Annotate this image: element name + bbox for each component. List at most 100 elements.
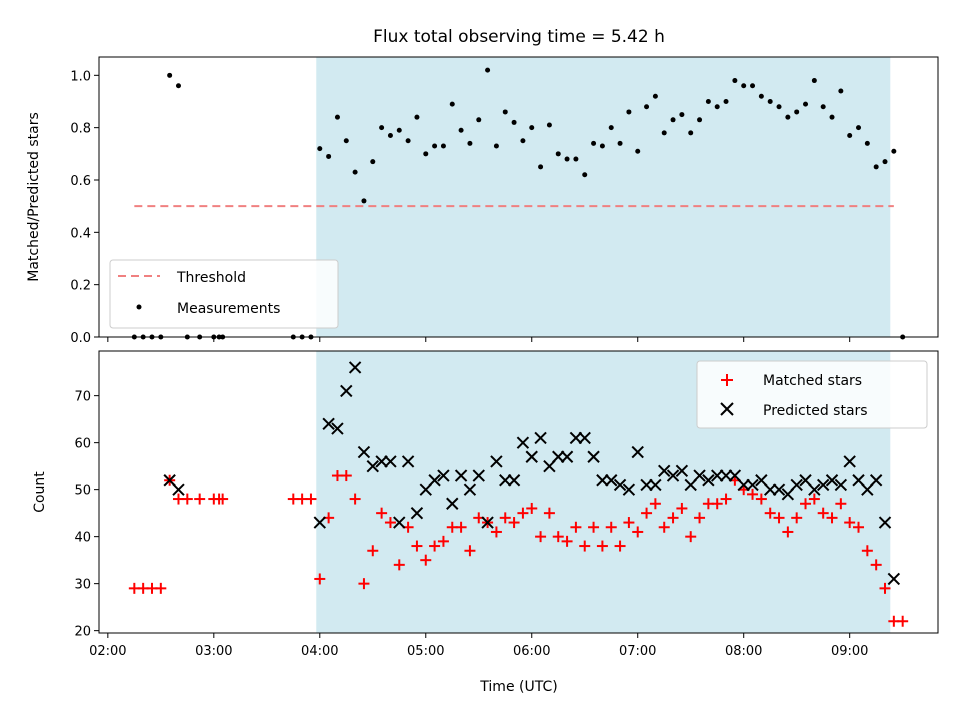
measurement-point <box>635 148 641 154</box>
matched-star-point <box>384 517 396 529</box>
predicted-star-point <box>507 474 521 487</box>
measurement-point <box>387 133 393 139</box>
matched-star-point <box>773 512 785 524</box>
matched-star-point <box>367 545 379 557</box>
measurement-point <box>379 125 385 131</box>
measurement-point <box>458 127 464 133</box>
matched-star-point <box>817 507 829 519</box>
predicted-star-point <box>410 506 424 520</box>
matched-star-point <box>844 517 856 529</box>
predicted-star-point <box>348 361 362 374</box>
predicted-star-point <box>454 469 468 482</box>
matched-star-point <box>879 582 891 594</box>
matched-star-point <box>685 531 697 543</box>
predicted-star-point <box>719 469 733 482</box>
predicted-star-point <box>463 483 477 496</box>
predicted-star-point <box>596 474 609 487</box>
measurement-point <box>564 156 570 162</box>
predicted-star-point <box>887 572 901 586</box>
measurement-point <box>803 101 809 107</box>
matched-star-point <box>314 573 326 585</box>
measurement-point <box>555 151 561 157</box>
measurement-point <box>847 133 853 139</box>
matched-star-point <box>826 512 838 524</box>
measurement-point <box>882 159 888 165</box>
predicted-star-point <box>658 464 671 478</box>
matched-star-point <box>420 554 432 566</box>
matched-star-point <box>676 502 688 514</box>
measurement-point <box>741 83 747 89</box>
measurement-point <box>317 146 323 152</box>
predicted-star-point <box>313 516 326 529</box>
predicted-star-point <box>711 469 724 482</box>
predicted-star-point <box>613 478 627 492</box>
predicted-star-point <box>375 455 388 468</box>
matched-star-point <box>720 493 732 505</box>
top-y-tick-label: 0.8 <box>70 122 91 137</box>
measurement-point <box>432 143 438 149</box>
measurement-point <box>414 114 420 120</box>
matched-star-point <box>853 521 865 533</box>
matched-star-point <box>508 517 520 529</box>
measurement-point <box>679 112 685 118</box>
legend-matched-label: Matched stars <box>763 373 862 389</box>
predicted-star-point <box>878 516 892 529</box>
predicted-star-point <box>357 445 371 459</box>
predicted-star-point <box>472 469 485 482</box>
bottom-y-tick-label: 60 <box>74 437 91 452</box>
matched-star-point <box>411 540 423 552</box>
matched-star-point <box>641 507 653 519</box>
measurement-point <box>723 98 729 104</box>
measurement-point <box>891 148 897 154</box>
matched-star-point <box>614 540 626 552</box>
matched-star-point <box>455 521 467 533</box>
matched-star-point <box>217 493 229 505</box>
top-y-axis-label: Matched/Predicted stars <box>26 112 42 282</box>
measurement-point <box>811 78 817 84</box>
measurement-point <box>520 138 526 144</box>
top-y-tick-label: 0.6 <box>70 174 91 189</box>
predicted-star-point <box>587 450 600 463</box>
bottom-y-tick-label: 70 <box>74 390 91 405</box>
predicted-star-point <box>737 478 750 492</box>
bottom-y-tick-label: 30 <box>74 578 91 593</box>
measurement-point <box>785 114 791 120</box>
top-y-tick-label: 0.0 <box>70 331 91 346</box>
matched-star-point <box>897 615 909 627</box>
top-y-tick-label: 0.4 <box>70 226 91 241</box>
measurement-point <box>511 119 517 125</box>
predicted-star-point <box>393 516 406 529</box>
measurement-point <box>714 104 720 110</box>
predicted-star-point <box>605 474 618 487</box>
top-shaded-region <box>316 57 891 337</box>
matched-star-point <box>870 559 882 571</box>
top-legend: Threshold Measurements <box>109 259 339 329</box>
matched-star-point <box>194 493 206 505</box>
matched-star-point <box>437 535 449 547</box>
measurement-point <box>502 109 508 115</box>
matched-star-point <box>711 498 723 510</box>
measurement-point <box>352 169 358 175</box>
matched-star-point <box>340 470 352 482</box>
predicted-star-point <box>525 450 538 463</box>
matched-star-point <box>155 582 167 594</box>
measurement-point <box>617 140 623 146</box>
legend-measurements-label: Measurements <box>177 301 280 317</box>
measurement-point <box>670 117 676 123</box>
measurement-point <box>829 114 835 120</box>
ratio-panel: Flux total observing time = 5.42 h 0.0 0.… <box>26 27 939 346</box>
matched-star-point <box>658 521 670 533</box>
measurement-point <box>440 143 446 149</box>
matched-star-point <box>490 526 502 538</box>
measurement-point <box>688 130 694 136</box>
measurement-point <box>794 109 800 115</box>
matched-star-point <box>605 521 617 533</box>
predicted-star-point <box>816 478 830 492</box>
measurement-point <box>485 67 491 73</box>
measurement-point <box>856 125 862 131</box>
bottom-y-axis-label: Count <box>32 471 48 513</box>
measurement-point <box>493 143 499 149</box>
measurement-point <box>591 140 597 146</box>
legend-matched-swatch <box>721 374 733 386</box>
